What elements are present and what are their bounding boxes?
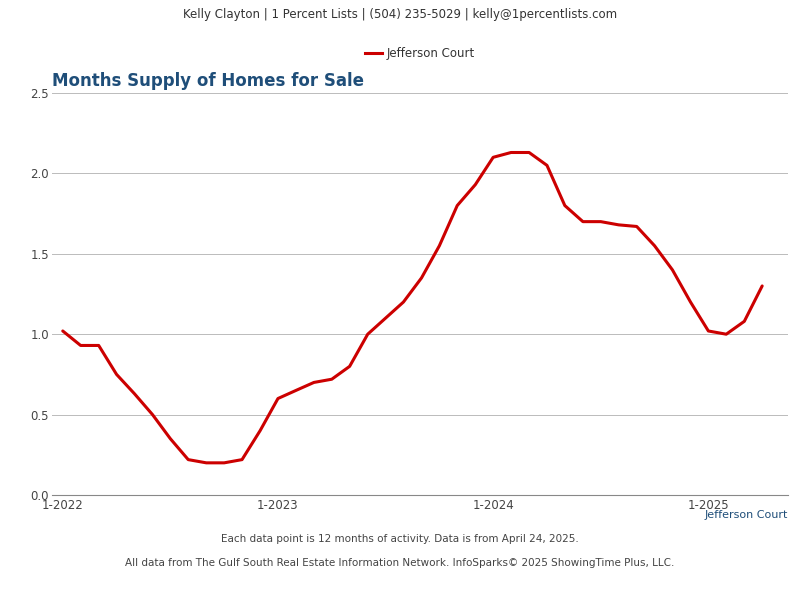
Text: Each data point is 12 months of activity. Data is from April 24, 2025.: Each data point is 12 months of activity… [221,534,579,544]
Legend: Jefferson Court: Jefferson Court [365,47,475,59]
Text: Kelly Clayton | 1 Percent Lists | (504) 235-5029 | kelly@1percentlists.com: Kelly Clayton | 1 Percent Lists | (504) … [183,8,617,21]
Text: Months Supply of Homes for Sale: Months Supply of Homes for Sale [52,72,364,90]
Text: Jefferson Court: Jefferson Court [705,510,788,520]
Text: All data from The Gulf South Real Estate Information Network. InfoSparks© 2025 S: All data from The Gulf South Real Estate… [126,558,674,568]
